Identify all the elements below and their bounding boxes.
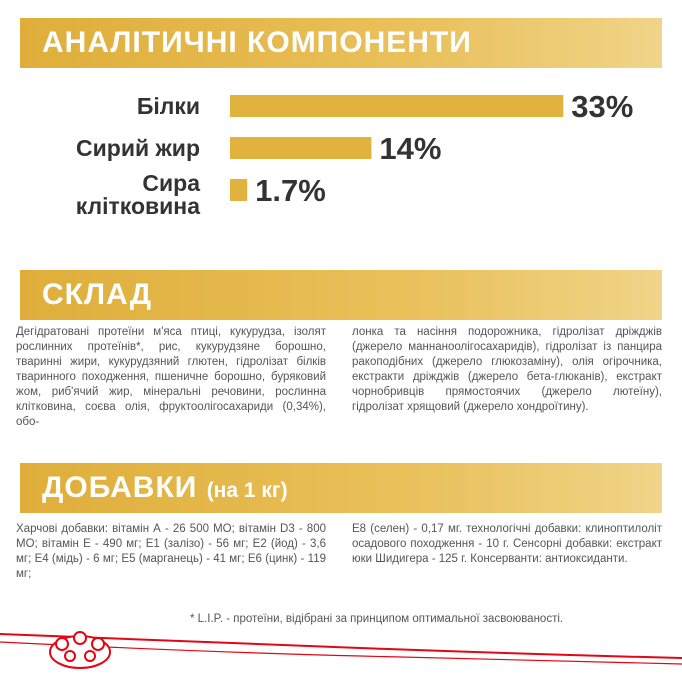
bar [230, 95, 564, 117]
category-label: Сирий жир [76, 135, 200, 161]
header-band: ДОБАВКИ (на 1 кг) [20, 463, 662, 513]
value-label: 1.7% [255, 173, 326, 208]
bar [230, 179, 248, 201]
category-label: Сира клітковина [75, 170, 200, 219]
paragraph: Е8 (селен) - 0,17 мг. технологічні добав… [352, 523, 662, 565]
value-label: 33% [571, 89, 633, 124]
swoosh [0, 641, 682, 665]
value-label: 14% [379, 131, 441, 166]
paragraph: лонка та насіння подорожника, гідролізат… [352, 326, 662, 413]
swoosh [0, 633, 682, 659]
section-title: ДОБАВКИ (на 1 кг) [42, 471, 288, 505]
bar [230, 137, 372, 159]
footnote: * L.I.P. - протеїни, відібрані за принци… [190, 613, 564, 625]
header-band: АНАЛІТИЧНІ КОМПОНЕНТИ [20, 18, 662, 68]
crown-logo [49, 631, 111, 669]
paragraph: Харчові добавки: вітамін А - 26 500 МО; … [16, 523, 326, 580]
section-title: СКЛАД [42, 278, 153, 311]
subtitle: (на 1 кг) [206, 479, 288, 502]
section-title: АНАЛІТИЧНІ КОМПОНЕНТИ [42, 26, 472, 59]
title-text: ДОБАВКИ [42, 471, 198, 504]
category-label: Білки [136, 93, 200, 119]
logo-area [0, 631, 682, 669]
header-band: СКЛАД [20, 270, 662, 320]
chart: 33% 14% 1.7% [230, 89, 633, 208]
paragraph: Дегідратовані протеїни м'яса птиці, куку… [16, 326, 326, 428]
